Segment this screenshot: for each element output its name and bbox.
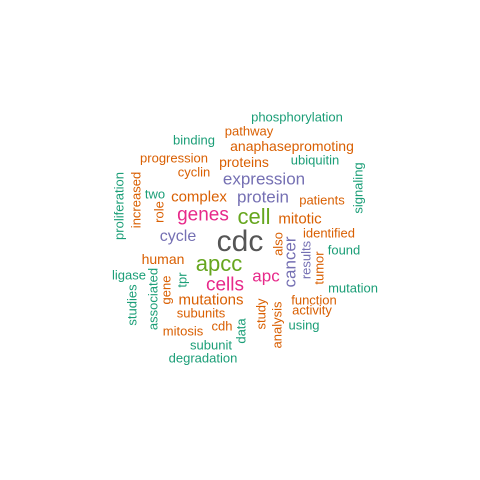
word-cell: cell bbox=[237, 204, 271, 229]
word-identified: identified bbox=[302, 225, 356, 241]
word-tpr: tpr bbox=[174, 272, 190, 288]
word-found: found bbox=[327, 242, 361, 258]
word-complex: complex bbox=[171, 188, 227, 206]
word-using: using bbox=[288, 317, 320, 333]
word-cycle: cycle bbox=[159, 228, 197, 245]
word-function: function bbox=[291, 292, 337, 308]
word-ligase: ligase bbox=[112, 267, 146, 283]
word-cells: cells bbox=[205, 274, 245, 296]
word-cdh: cdh bbox=[211, 318, 233, 334]
word-apcc: apcc bbox=[195, 251, 243, 276]
word-progression: progression bbox=[140, 150, 208, 166]
word-pathway: pathway bbox=[224, 123, 274, 139]
word-activity: activity bbox=[292, 302, 332, 318]
word-data: data bbox=[233, 318, 249, 344]
word-mutations: mutations bbox=[178, 291, 244, 309]
word-mitotic: mitotic bbox=[278, 210, 322, 228]
word-subunits: subunits bbox=[176, 305, 226, 321]
word-ubiquitin: ubiquitin bbox=[290, 152, 340, 168]
word-cyclin: cyclin bbox=[177, 164, 211, 180]
word-two: two bbox=[144, 186, 166, 202]
word-signaling: signaling bbox=[350, 162, 366, 214]
word-tumor: tumor bbox=[311, 251, 327, 285]
word-phosphorylation: phosphorylation bbox=[251, 109, 343, 125]
word-protein: protein bbox=[237, 187, 289, 207]
word-mutation: mutation bbox=[328, 280, 378, 296]
word-degradation: degradation bbox=[168, 350, 238, 366]
word-anaphasepromoting: anaphasepromoting bbox=[230, 138, 354, 154]
word-associated: associated bbox=[145, 267, 161, 331]
word-studies: studies bbox=[124, 284, 140, 326]
word-expression: expression bbox=[222, 169, 306, 189]
word-proteins: proteins bbox=[219, 154, 269, 170]
word-subunit: subunit bbox=[190, 337, 232, 353]
word-gene: gene bbox=[158, 275, 174, 305]
word-proliferation: proliferation bbox=[111, 172, 127, 240]
word-genes: genes bbox=[177, 204, 229, 226]
word-apc: apc bbox=[252, 266, 280, 286]
word-patients: patients bbox=[299, 192, 345, 208]
word-role: role bbox=[151, 201, 167, 223]
word-mitosis: mitosis bbox=[162, 323, 204, 339]
word-study: study bbox=[253, 298, 269, 330]
word-increased: increased bbox=[128, 171, 144, 229]
word-human: human bbox=[141, 251, 185, 267]
word-cdc: cdc bbox=[216, 225, 264, 258]
word-analysis: analysis bbox=[269, 301, 285, 349]
word-also: also bbox=[270, 232, 286, 256]
word-binding: binding bbox=[173, 132, 215, 148]
